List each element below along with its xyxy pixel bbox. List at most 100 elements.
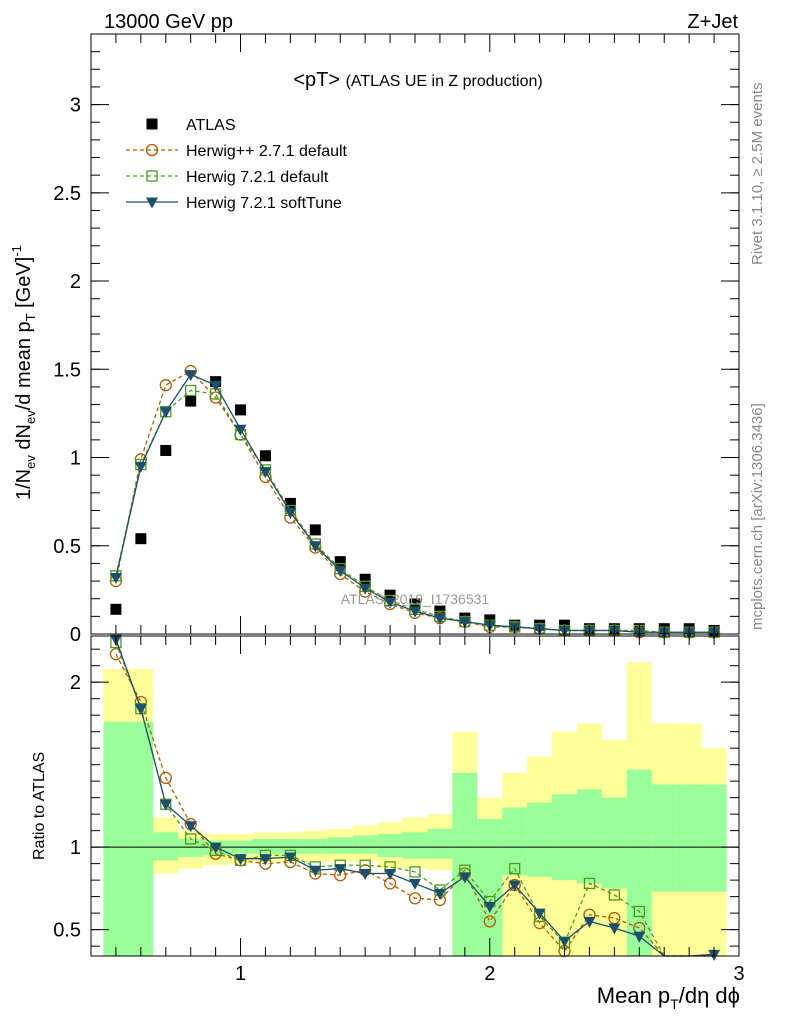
ratio-panel: 0.5 1 2 1 2 3 Ratio to ATLAS Mean pT/dη dϕ <box>31 634 745 1012</box>
ratio-series-2-point <box>309 865 322 877</box>
ratio-series-2-point <box>359 869 372 881</box>
legend-marker-1 <box>145 143 159 157</box>
ratio-band-green <box>352 835 378 854</box>
ratio-ytick-label: 2 <box>70 672 81 694</box>
ratio-series-1-point <box>633 905 645 918</box>
ratio-series-1-point <box>509 862 521 875</box>
ratio-frame <box>90 635 740 957</box>
ratio-band-green <box>253 838 278 854</box>
ratio-series-2-point <box>558 936 571 948</box>
mcplots-label: mcplots.cern.ch [arXiv:1306.3436] <box>749 403 766 630</box>
ratio-band-green <box>277 838 303 854</box>
legend-label-2: Herwig 7.2.1 default <box>186 169 329 186</box>
main-ytick-label: 3 <box>70 95 81 117</box>
main-series-3-point <box>159 407 172 419</box>
ratio-y-label: Ratio to ATLAS <box>31 752 48 860</box>
ratio-series-2-point <box>458 872 471 884</box>
ratio-series-1-point <box>185 833 197 845</box>
ratio-band-green <box>302 838 328 854</box>
ratio-band-green <box>153 832 179 861</box>
ratio-series-2-point <box>508 880 521 892</box>
legend-marker-0 <box>146 118 158 130</box>
legend-label-1: Herwig++ 2.7.1 default <box>186 143 348 160</box>
main-series-3-point <box>359 583 372 595</box>
ratio-series-2-point <box>433 888 446 900</box>
ratio-series-0-point <box>483 915 496 928</box>
ratio-band-green <box>527 802 553 877</box>
ratio-band-green <box>377 833 403 858</box>
main-series-3-point <box>458 617 471 629</box>
main-series-3-point <box>234 424 247 436</box>
main-series-0-point <box>259 450 271 462</box>
legend-marker-3 <box>146 197 158 209</box>
ratio-band-green <box>427 828 453 859</box>
x-axis-label: Mean pT/dη dϕ <box>597 983 740 1012</box>
main-series-3-point <box>134 461 147 473</box>
main-series-3-point <box>184 370 197 382</box>
main-series-3-point <box>334 565 347 577</box>
main-series-2-point <box>185 384 197 397</box>
main-series-0-point <box>309 524 321 536</box>
main-series-3-point <box>209 380 222 392</box>
main-series-0-point <box>284 497 296 509</box>
main-title-rest: (ATLAS UE in Z production) <box>346 73 543 90</box>
ratio-band-green <box>327 837 353 854</box>
ratio-series-2-point <box>533 908 546 920</box>
ratio-series-2-point <box>633 931 646 943</box>
ratio-series-1-point <box>409 866 421 878</box>
main-series-0-point <box>160 444 172 456</box>
ratio-ytick-label: 0.5 <box>53 920 81 942</box>
main-series-3-point <box>309 541 322 553</box>
main-series-3-point <box>259 467 272 479</box>
ratio-series-2-point <box>259 854 272 866</box>
main-ytick-label: 2.5 <box>53 183 81 205</box>
ratio-band-green <box>651 784 677 892</box>
main-series-0-point <box>334 556 346 568</box>
ratio-band-green <box>178 838 204 858</box>
header-right: Z+Jet <box>687 11 738 33</box>
legend-marker-2 <box>146 170 158 182</box>
ratio-series-2-point <box>284 852 297 864</box>
ratio-series-2 <box>109 634 721 961</box>
main-series-0-point <box>235 404 247 416</box>
main-series-0-point <box>135 533 147 545</box>
ratio-series-2-point <box>583 916 596 928</box>
ratio-series-2-point <box>184 821 197 833</box>
ratio-band-green <box>477 819 503 956</box>
ratio-band-green <box>552 794 577 881</box>
main-ytick-label: 1 <box>70 448 81 470</box>
main-ytick-label: 2 <box>70 271 81 293</box>
main-series-0-point <box>110 603 122 615</box>
ratio-series-0-point <box>408 892 422 905</box>
ratio-series-0-line <box>115 653 715 957</box>
legend: ATLAS Herwig++ 2.7.1 default Herwig 7.2.1 … <box>126 117 348 212</box>
ratio-series-2-point <box>608 923 621 935</box>
main-series-3-point <box>284 507 297 519</box>
ratio-series-0-point <box>159 771 172 785</box>
ratio-series-2-point <box>234 854 247 866</box>
main-series-3-point <box>384 597 397 609</box>
ratio-band-green <box>701 784 727 892</box>
main-y-label: 1/Nev dNev/d mean pT [GeV]-1 <box>9 245 38 500</box>
ratio-series-1-point <box>608 889 621 901</box>
ratio-band-green <box>676 784 702 892</box>
main-ytick-label: 0 <box>70 624 81 646</box>
ratio-series-2-point <box>134 704 147 716</box>
ratio-band-green <box>128 721 154 956</box>
ratio-xtick-label: 3 <box>733 963 744 985</box>
watermark: ATLAS_2019_I1736531 <box>341 591 490 607</box>
ratio-xtick-label: 1 <box>235 963 246 985</box>
main-title: <pT> (ATLAS UE in Z production) <box>293 69 542 91</box>
ratio-xtick-label: 2 <box>484 963 495 985</box>
ratio-band-green <box>601 797 627 889</box>
rivet-label: Rivet 3.1.10, ≥ 2.5M events <box>749 83 766 266</box>
ratio-band-green <box>502 807 528 876</box>
ratio-series-2-point <box>334 864 347 876</box>
ratio-series-2-point <box>409 878 421 890</box>
main-ytick-label: 0.5 <box>53 536 81 558</box>
main-series-3-point <box>433 613 446 625</box>
main-series-3-point <box>409 606 421 618</box>
main-title-lead: <pT> <box>293 69 345 91</box>
ratio-series-2-point <box>384 869 397 881</box>
